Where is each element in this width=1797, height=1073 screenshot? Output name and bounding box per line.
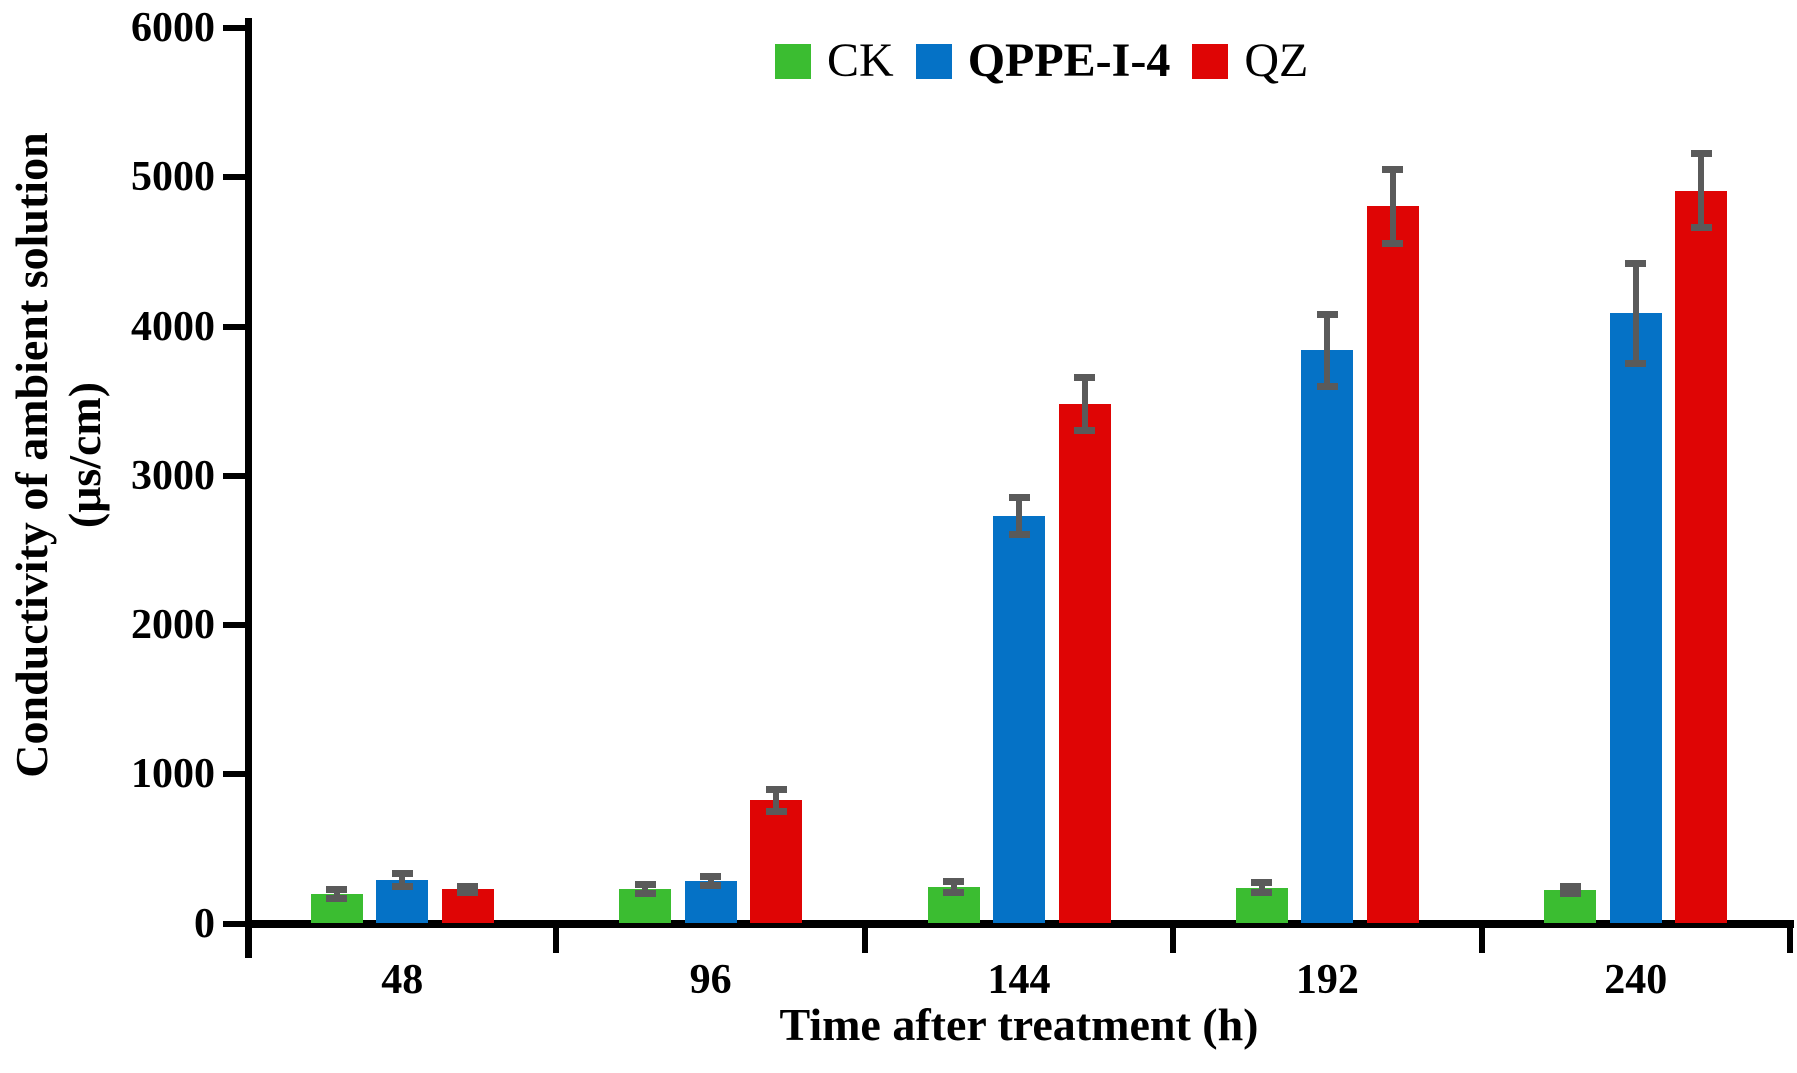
error-bar-cap-bottom — [1251, 889, 1273, 897]
error-bar-cap-bottom — [457, 888, 479, 896]
error-bar-cap-top — [1382, 165, 1404, 173]
legend-label-QZ: QZ — [1244, 34, 1309, 87]
error-bar-line — [1698, 153, 1705, 228]
error-bar-cap-top — [1625, 259, 1647, 267]
x-axis-spine — [245, 919, 1794, 928]
error-bar-line — [642, 884, 649, 894]
error-bar-cap-top — [391, 870, 413, 877]
legend-swatch-CK — [775, 43, 811, 79]
y-axis-title-line1: Conductivity of ambient solution — [6, 132, 57, 778]
error-bar-line — [1324, 314, 1331, 387]
x-tick — [553, 927, 560, 953]
error-bar-line — [333, 889, 340, 899]
error-bar-cap-bottom — [1625, 359, 1647, 367]
error-bar-cap-top — [1559, 882, 1581, 890]
x-tick-label: 48 — [381, 957, 424, 1003]
error-bar-cap-bottom — [765, 808, 787, 816]
y-tick — [223, 174, 246, 181]
x-tick-label: 144 — [987, 957, 1051, 1003]
error-bar-cap-top — [1074, 373, 1095, 381]
bar-QZ-240 — [1675, 190, 1728, 924]
y-tick-label: 5000 — [131, 154, 215, 201]
y-tick-label: 2000 — [131, 602, 215, 648]
error-bar-cap-bottom — [1382, 240, 1404, 248]
y-tick-label: 0 — [194, 900, 215, 947]
error-bar-cap-bottom — [1316, 382, 1338, 390]
legend-swatch-QPPE-I-4 — [915, 43, 952, 79]
error-bar-line — [1081, 377, 1088, 431]
y-tick — [223, 622, 246, 628]
x-tick — [1170, 927, 1177, 953]
error-bar-cap-bottom — [700, 881, 722, 889]
x-axis-title: Time after treatment (h) — [779, 999, 1259, 1050]
error-bar-cap-bottom — [1690, 224, 1712, 232]
y-tick-label: 4000 — [131, 303, 215, 350]
legend-item-QZ: QZ — [1192, 37, 1308, 85]
error-bar-cap-top — [943, 878, 964, 886]
x-tick-label: 240 — [1604, 957, 1668, 1003]
x-tick-label: 96 — [689, 957, 732, 1003]
bar-QPPE-I-4-192 — [1301, 350, 1354, 924]
legend-label-CK: CK — [827, 34, 894, 87]
error-bar-line — [1389, 169, 1396, 244]
bar-QPPE-I-4-240 — [1609, 313, 1662, 924]
y-axis-title: Conductivity of ambient solution (μs/cm) — [5, 55, 111, 855]
error-bar-line — [950, 881, 957, 893]
error-bar-cap-bottom — [1559, 890, 1581, 898]
y-axis-spine — [245, 18, 252, 958]
y-tick — [223, 771, 246, 778]
y-tick-label: 6000 — [131, 5, 215, 51]
error-bar-cap-top — [1316, 311, 1338, 319]
error-bar-line — [1567, 886, 1574, 894]
y-tick-label: 3000 — [131, 452, 215, 499]
legend-item-CK: CK — [775, 37, 894, 85]
legend-swatch-QZ — [1192, 43, 1229, 79]
y-tick — [223, 472, 246, 479]
bar-QZ-96 — [750, 800, 803, 924]
x-tick — [1787, 927, 1793, 953]
y-tick-label: 1000 — [131, 751, 215, 798]
error-bar-line — [399, 873, 406, 887]
bar-QZ-192 — [1366, 206, 1419, 924]
error-bar-line — [773, 789, 780, 812]
y-axis-title-line2: (μs/cm) — [59, 381, 110, 529]
error-bar-line — [707, 876, 714, 886]
y-tick — [223, 920, 246, 927]
y-tick — [223, 323, 246, 330]
bar-QPPE-I-4-144 — [993, 516, 1045, 924]
error-bar-cap-bottom — [634, 890, 656, 898]
error-bar-cap-top — [1690, 149, 1712, 157]
error-bar-cap-bottom — [1008, 531, 1030, 539]
error-bar-cap-top — [765, 785, 787, 793]
error-bar-cap-top — [700, 873, 722, 881]
error-bar-cap-top — [1008, 493, 1030, 501]
error-bar-cap-bottom — [326, 894, 348, 902]
error-bar-cap-bottom — [943, 888, 964, 896]
y-tick — [223, 25, 246, 31]
error-bar-line — [1016, 497, 1022, 535]
x-tick-label: 192 — [1295, 957, 1359, 1003]
error-bar-cap-top — [457, 882, 479, 890]
error-bar-line — [1632, 263, 1639, 364]
legend-item-QPPE-I-4: QPPE-I-4 — [915, 34, 1171, 87]
x-tick — [1478, 927, 1485, 953]
legend: CK QPPE-I-4 QZ — [775, 34, 1330, 87]
legend-label-QPPE-I-4: QPPE-I-4 — [967, 34, 1171, 87]
error-bar-cap-top — [634, 881, 656, 889]
error-bar-cap-bottom — [1074, 427, 1095, 435]
x-tick — [861, 927, 868, 953]
error-bar-cap-top — [1251, 879, 1273, 887]
x-tick — [245, 927, 251, 953]
error-bar-cap-bottom — [391, 883, 413, 891]
error-bar-cap-top — [326, 885, 348, 893]
bar-QZ-144 — [1058, 404, 1111, 924]
error-bar-line — [1258, 882, 1265, 893]
